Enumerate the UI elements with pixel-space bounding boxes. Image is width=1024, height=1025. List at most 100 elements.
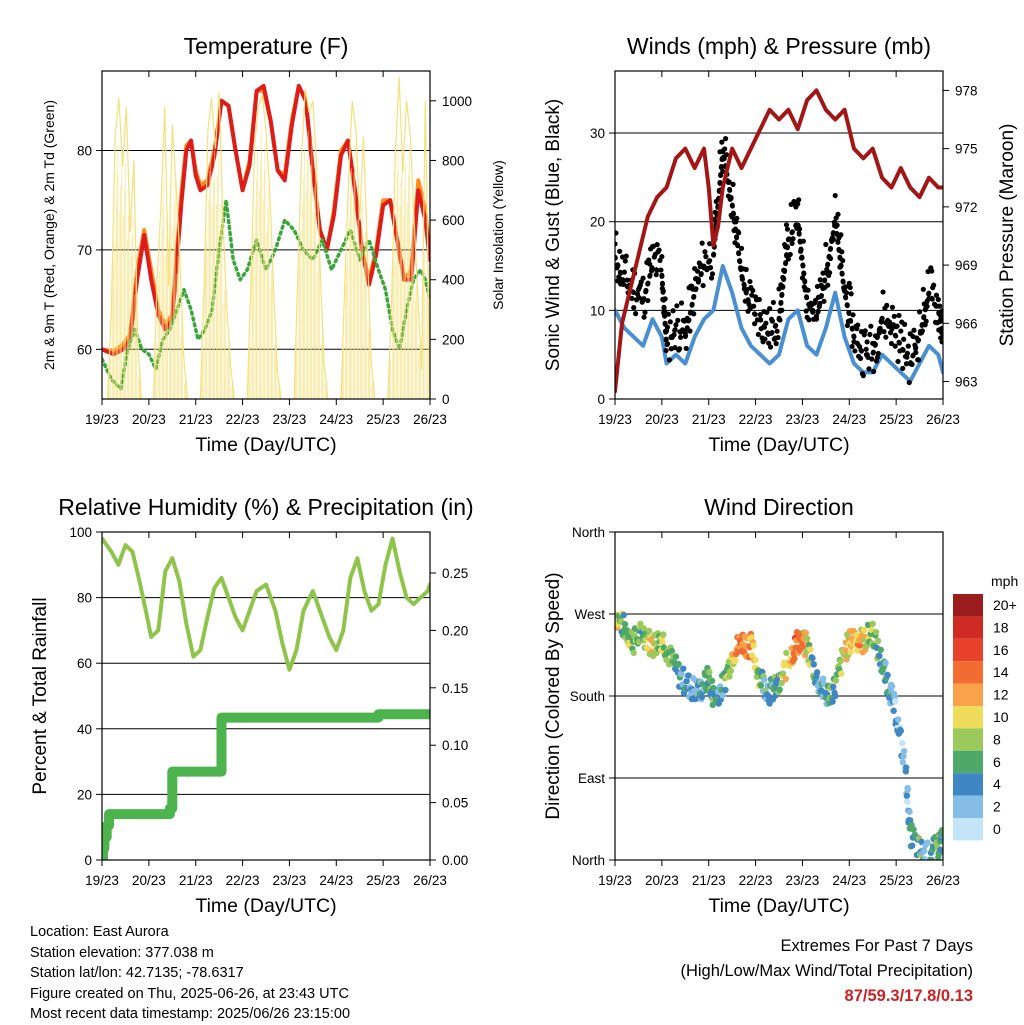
gust-point [838,232,844,238]
y2-tick-label: 972 [955,200,978,215]
gust-point [900,365,906,371]
direction-point [630,649,637,657]
legend-swatch [953,706,983,729]
y2-tick-label: 969 [955,258,978,273]
gust-point [926,295,932,302]
direction-point [779,670,787,677]
gust-point [834,222,840,228]
gust-point [659,254,665,260]
direction-point [799,643,807,650]
direction-point [685,672,692,679]
gust-point [653,272,659,278]
legend-swatch [953,661,983,684]
gust-point [621,269,627,275]
gust-point [739,276,746,282]
chart-title-winds: Winds (mph) & Pressure (mb) [627,33,931,59]
gust-point [779,307,785,313]
series-solar-insolation [102,76,430,399]
direction-point [668,647,676,655]
legend-label: 0 [993,821,1001,837]
gust-point [849,343,855,350]
gust-point [678,300,685,306]
gust-point [726,179,732,185]
y-tick-label: 80 [77,591,92,606]
gust-point [813,313,820,319]
direction-point [750,642,757,649]
gust-point [901,336,907,342]
direction-point [791,655,798,662]
gust-point [700,282,706,289]
gust-point [678,334,684,340]
gust-point [656,247,662,253]
direction-point [853,631,860,639]
gust-point [860,373,866,379]
gust-point [862,328,868,334]
y-tick-label: 80 [77,144,92,159]
gust-point [909,361,915,368]
gust-point [800,238,806,244]
x-axis-label-temperature: Time (Day/UTC) [195,434,336,456]
gust-point [665,311,672,317]
gust-point [755,331,761,338]
speed-legend: mph 20+ 18 16 14 12 10 8 6 4 2 0 [953,573,1018,841]
gust-point [851,339,857,345]
gust-point [790,236,796,242]
gust-point [770,299,776,306]
gust-point [648,268,655,274]
gust-point [939,308,943,314]
direction-point [888,683,896,690]
gust-point [830,236,836,242]
gust-point [939,339,943,345]
direction-point [819,675,827,682]
gust-point [615,230,619,236]
gust-point [695,276,702,283]
gust-point [924,303,930,309]
y-tick-label: 70 [77,243,92,258]
gust-point [747,278,753,285]
y2-tick-label: 0.00 [442,853,468,868]
direction-point [765,692,772,699]
direction-point [890,707,897,714]
gust-point [706,259,712,265]
plot-area-direction [615,610,943,860]
gust-point [751,303,757,309]
direction-point [897,727,905,735]
gust-point [754,317,761,323]
x-tick-label: 22/23 [226,412,260,427]
gust-point [827,270,833,276]
gust-point [855,322,861,328]
gust-point [745,308,751,314]
direction-point [793,628,801,636]
gust-point [840,257,846,264]
direction-point [773,677,781,684]
gust-point [778,282,784,288]
y2-tick-label: 800 [442,153,465,168]
x-tick-label: 24/23 [832,873,866,888]
direction-point [884,671,891,679]
direction-point [621,621,629,628]
gust-point [773,341,779,347]
y-tick-label: North [572,525,605,540]
gust-point [913,349,919,356]
gust-point [884,302,890,308]
gust-point [647,261,653,267]
direction-point [847,648,854,656]
y-axis-label-temperature: 2m & 9m T (Red, Orange) & 2m Td (Green) [41,100,57,370]
y2-tick-label: 600 [442,213,465,228]
gust-point [781,267,787,273]
direction-point [709,701,716,709]
gust-point [762,336,768,342]
gust-point [727,196,733,202]
y2-axis-label-winds: Station Pressure (Maroon) [997,124,1018,347]
gust-point [777,317,783,323]
gust-point [886,319,893,325]
panel-direction: Wind Direction Time (Day/UTC) Direction (C… [543,494,1018,917]
x-axis-label-winds: Time (Day/UTC) [708,434,849,456]
direction-point [894,716,902,723]
gust-point [827,255,834,262]
direction-point [672,653,680,660]
gust-point [720,168,726,175]
gust-point [783,222,790,228]
direction-point [659,631,667,638]
